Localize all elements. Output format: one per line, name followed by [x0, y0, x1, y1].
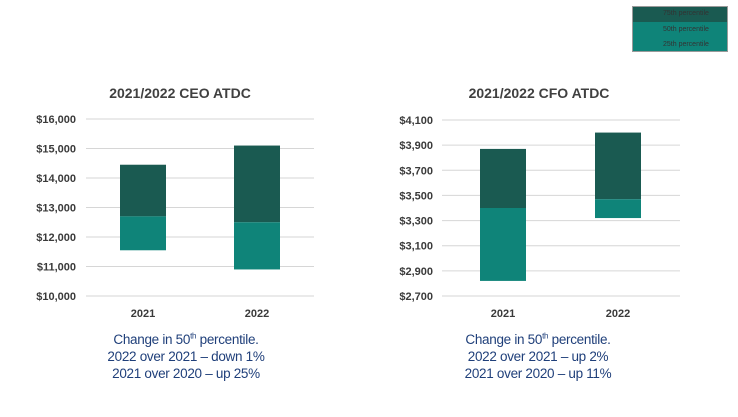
ceo-caption: Change in 50th percentile. 2022 over 202… [36, 331, 336, 382]
ceo-bar-upper-2021 [120, 164, 166, 217]
ceo-y-tick-label: $10,000 [36, 291, 76, 303]
legend-label-50th: 50th percentile [663, 26, 709, 33]
cfo-x-tick-label: 2022 [606, 308, 630, 320]
ceo-caption-line3: 2021 over 2020 – up 25% [112, 366, 260, 381]
cfo-caption-line3: 2021 over 2020 – up 11% [464, 366, 612, 381]
cfo-bar-lower-2021 [480, 208, 526, 281]
ceo-y-tick-label: $12,000 [36, 232, 76, 244]
ceo-y-tick-label: $14,000 [36, 173, 76, 185]
cfo-caption-line1: Change in 50th percentile. [465, 331, 611, 347]
cfo-y-tick-label: $3,500 [399, 190, 433, 202]
legend-label-75th: 75th percentile [663, 10, 709, 17]
ceo-chart-title: 2021/2022 CEO ATDC [109, 85, 251, 101]
cfo-bar-lower-2022 [595, 199, 641, 219]
ceo-y-tick-label: $11,000 [37, 262, 76, 274]
cfo-caption-line2: 2022 over 2021 – up 2% [467, 349, 609, 364]
legend-label-25th: 25th percentile [663, 41, 709, 48]
legend-swatch-50th [633, 22, 727, 23]
legend-swatch-75th [633, 7, 727, 22]
cfo-y-tick-label: $3,100 [399, 241, 433, 253]
ceo-bar-upper-2022 [234, 145, 280, 223]
ceo-y-tick-label: $15,000 [36, 144, 76, 156]
cfo-y-tick-label: $3,300 [399, 216, 433, 228]
ceo-y-tick-label: $16,000 [36, 114, 76, 126]
cfo-y-tick-label: $2,900 [399, 266, 433, 278]
legend: 75th percentile 50th percentile 25th per… [632, 6, 728, 52]
cfo-x-tick-label: 2021 [491, 308, 515, 320]
cfo-y-tick-label: $2,700 [399, 291, 433, 303]
cfo-y-tick-label: $3,900 [399, 140, 433, 152]
cfo-y-tick-label: $3,700 [399, 165, 433, 177]
ceo-x-tick-label: 2022 [245, 308, 269, 320]
ceo-x-tick-label: 2021 [131, 308, 155, 320]
cfo-chart-title: 2021/2022 CFO ATDC [469, 85, 610, 101]
legend-swatch-25th [633, 23, 727, 51]
ceo-bar-lower-2021 [120, 216, 166, 251]
ceo-caption-line2: 2022 over 2021 – down 1% [107, 349, 265, 364]
cfo-bar-upper-2022 [595, 132, 641, 200]
ceo-caption-line1: Change in 50th percentile. [113, 331, 259, 347]
ceo-bar-lower-2022 [234, 222, 280, 270]
cfo-y-tick-label: $4,100 [399, 115, 433, 127]
ceo-y-tick-label: $13,000 [36, 203, 76, 215]
cfo-caption: Change in 50th percentile. 2022 over 202… [388, 331, 688, 382]
cfo-bar-upper-2021 [480, 148, 526, 208]
